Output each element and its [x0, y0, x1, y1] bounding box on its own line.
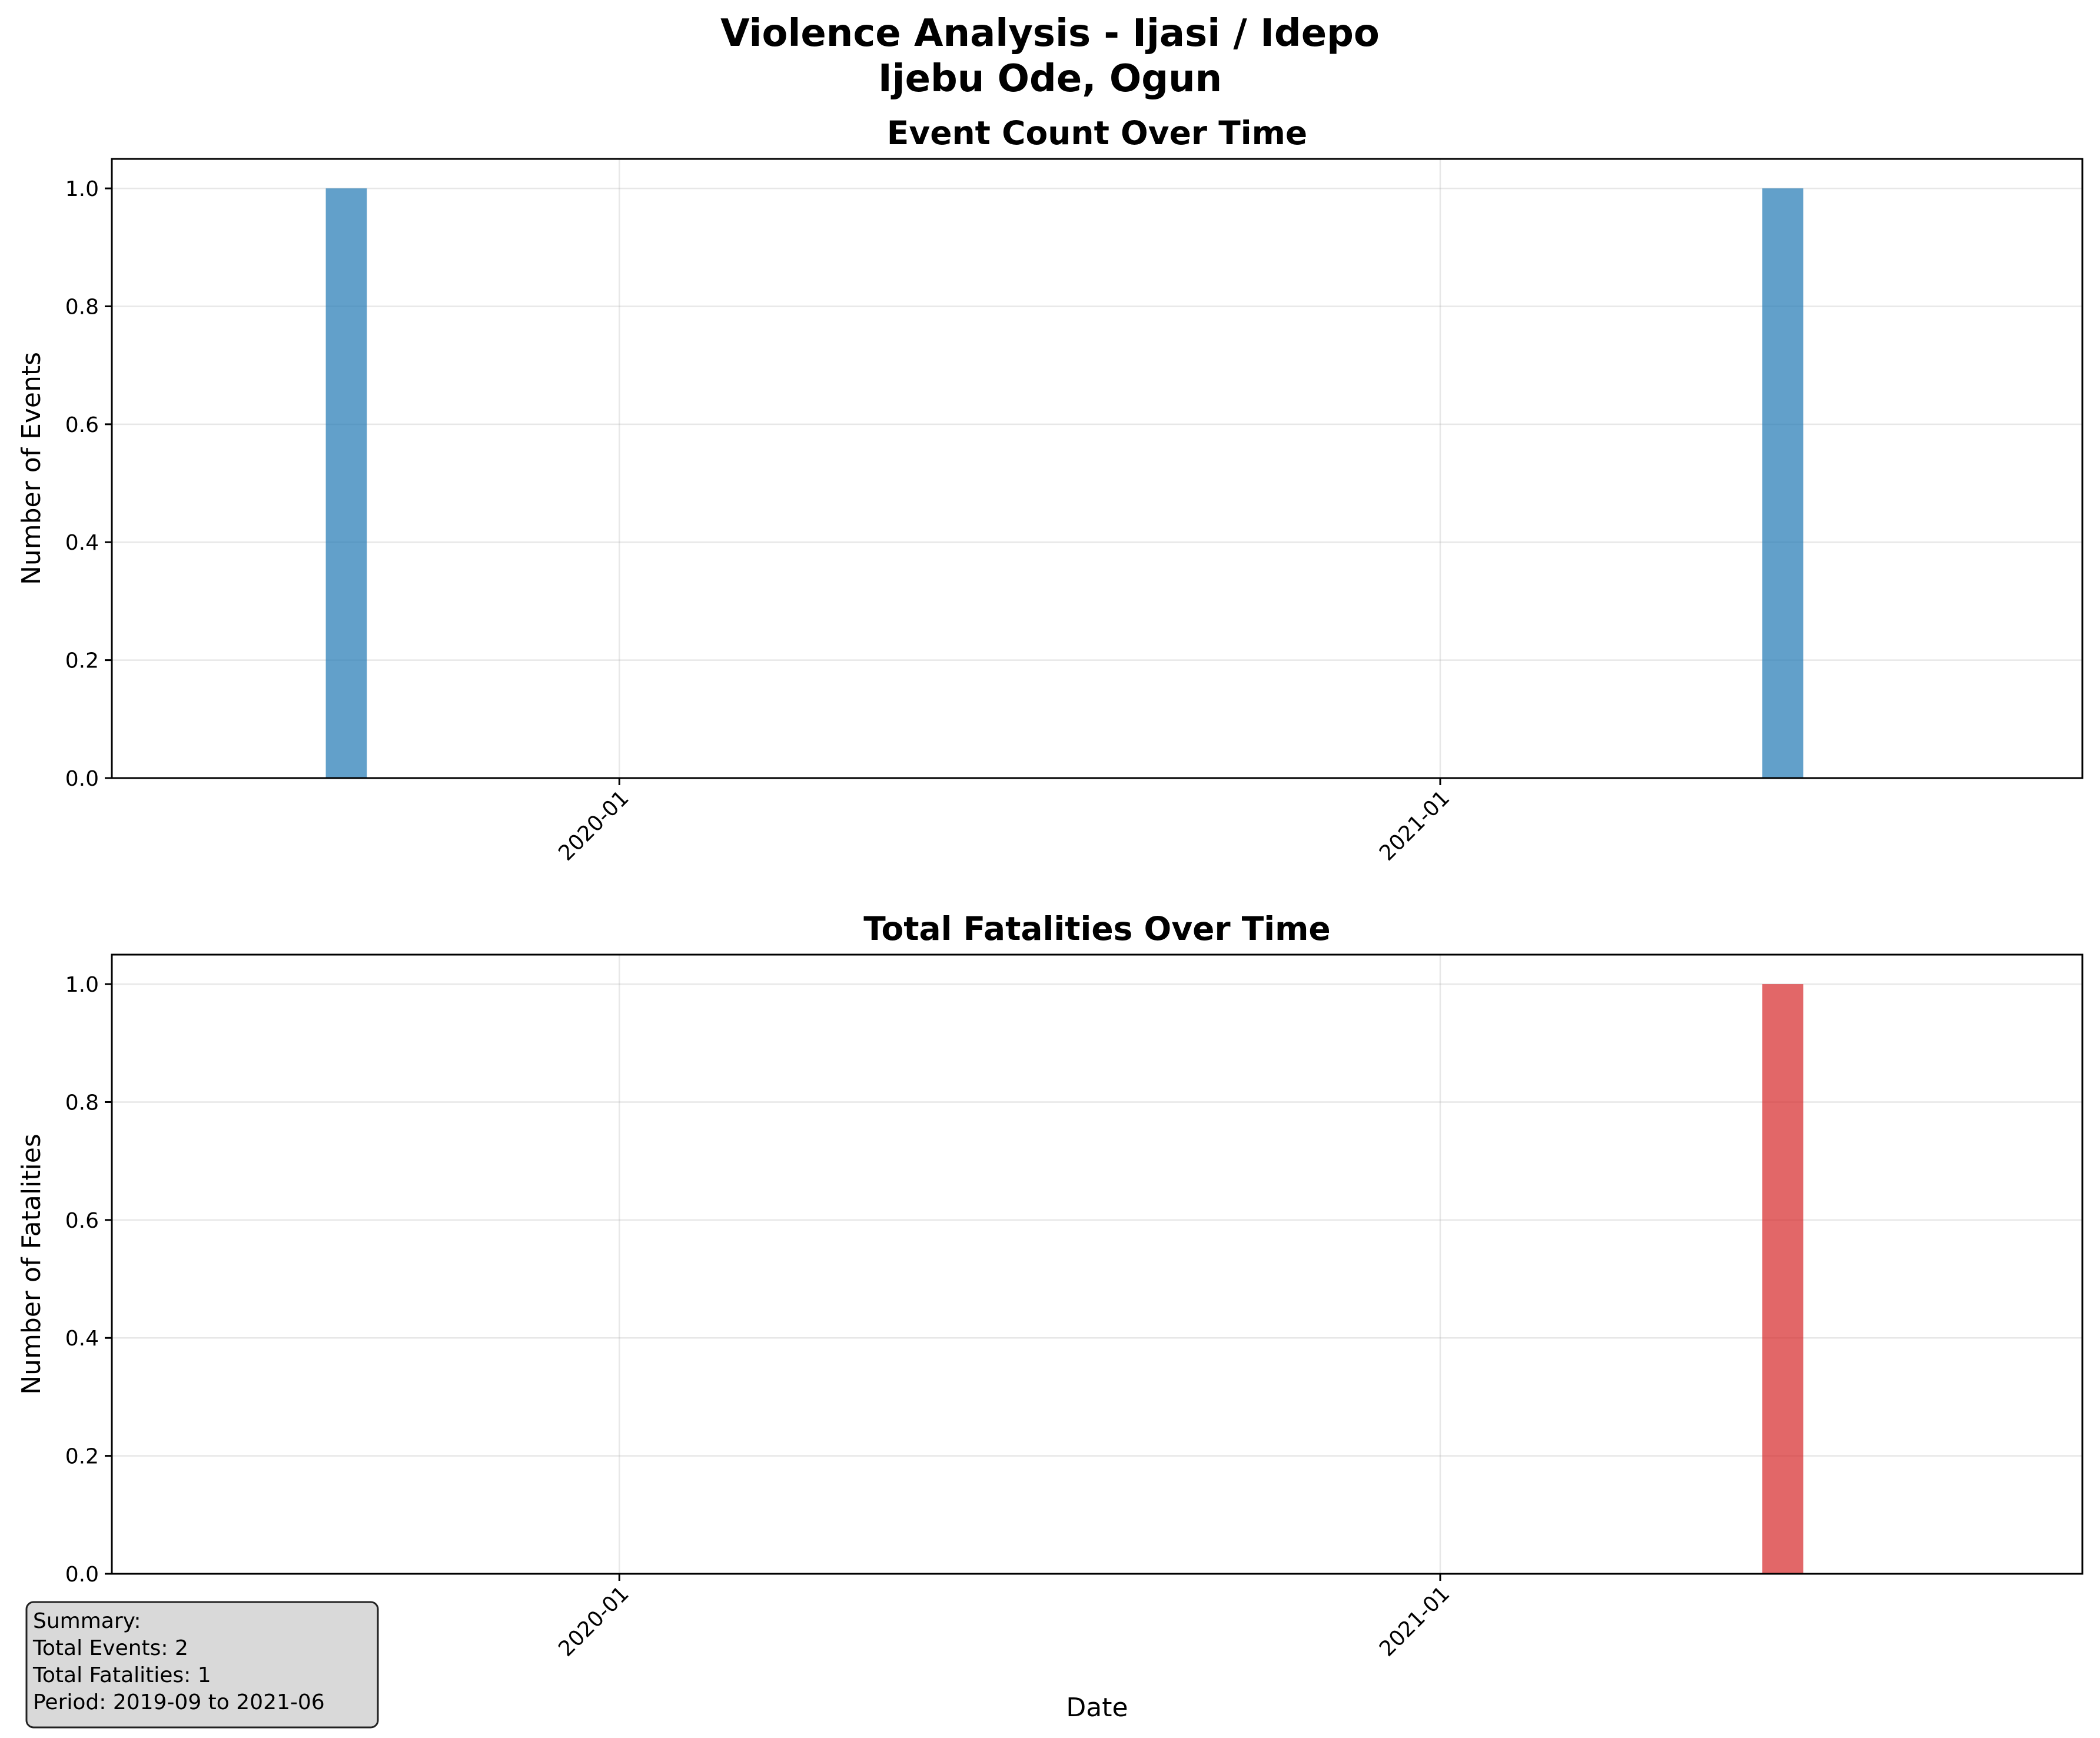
- events-ylabel: Number of Events: [16, 352, 46, 585]
- events-bar-2019-09: [325, 188, 367, 779]
- summary-box-background: [25, 1601, 379, 1729]
- fatalities-ytick-label-0-4: 0.4: [65, 1327, 99, 1351]
- fatalities-bar-2021-06: [1762, 984, 1803, 1574]
- summary-period: Period: 2019-09 to 2021-06: [33, 1690, 325, 1714]
- events-ytick-label-0-4: 0.4: [65, 531, 99, 555]
- fatalities-ytick-label-0-0: 0.0: [65, 1563, 99, 1587]
- fatalities-xlabel: Date: [1066, 1693, 1128, 1723]
- summary-total-fatalities: Total Fatalities: 1: [32, 1663, 211, 1687]
- events-bar-2021-06: [1762, 188, 1803, 779]
- fatalities-chart-title: Total Fatalities Over Time: [863, 910, 1330, 948]
- fatalities-ylabel: Number of Fatalities: [16, 1134, 46, 1395]
- events-ytick-label-0-8: 0.8: [65, 295, 99, 319]
- fatalities-ytick-label-0-8: 0.8: [65, 1091, 99, 1115]
- figure-title-line2: Ijebu Ode, Ogun: [878, 57, 1222, 101]
- events-ytick-label-0-6: 0.6: [65, 413, 99, 437]
- summary-heading: Summary:: [33, 1609, 141, 1633]
- fatalities-ytick-label-0-6: 0.6: [65, 1209, 99, 1233]
- events-axes-frame: [111, 158, 2084, 779]
- summary-box: Summary: Total Events: 2 Total Fatalitie…: [25, 1601, 379, 1729]
- figure-title-line1: Violence Analysis - Ijasi / Idepo: [720, 12, 1380, 55]
- summary-total-events: Total Events: 2: [32, 1636, 188, 1660]
- events-ytick-label-0-2: 0.2: [65, 649, 99, 673]
- events-chart-title: Event Count Over Time: [887, 114, 1307, 152]
- fatalities-ytick-label-0-2: 0.2: [65, 1445, 99, 1469]
- events-ytick-label-1-0: 1.0: [65, 177, 99, 201]
- events-ytick-label-0-0: 0.0: [65, 767, 99, 791]
- fatalities-ytick-label-1-0: 1.0: [65, 973, 99, 997]
- fatalities-axes-frame: [111, 953, 2084, 1575]
